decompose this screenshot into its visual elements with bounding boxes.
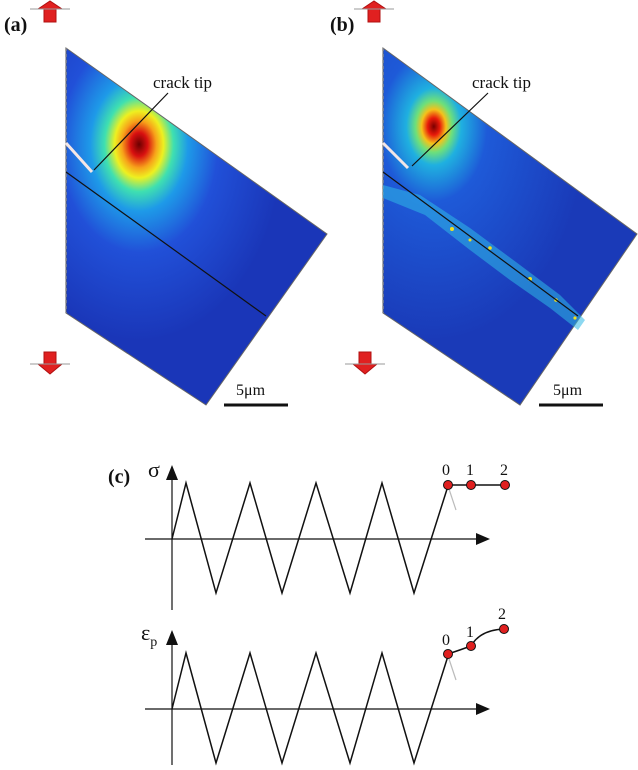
panel-c-label: (c): [108, 466, 130, 488]
sigma-point-1-label: 1: [466, 462, 474, 479]
load-arrow-top-b: [354, 0, 394, 23]
sigma-x-axis-arrow: [476, 533, 490, 545]
epsilon-point-1: [466, 641, 476, 651]
stress-history-plot: σ 0 1 2: [145, 457, 510, 610]
epsilon-point-0: [443, 649, 453, 659]
panel-a-label: (a): [4, 14, 27, 36]
sigma-y-axis-arrow: [166, 465, 178, 480]
epsilon-unload-hint: [447, 655, 457, 681]
crack-b: [381, 141, 410, 170]
load-arrow-bottom-a: [30, 351, 70, 375]
sigma-point-1: [466, 480, 476, 490]
panel-a: (a) crack tip 5μm: [4, 0, 328, 407]
damage-band-b: [383, 185, 585, 330]
crack-a: [64, 141, 94, 174]
grain-boundary-a: [65, 171, 267, 317]
scale-bar-label-a: 5μm: [236, 382, 266, 399]
load-arrow-top-a: [30, 0, 70, 23]
epsilon-symbol: ε: [141, 620, 150, 645]
sigma-cyclic-load-curve: [171, 480, 449, 596]
epsilon-strain-growth-curve: [447, 628, 505, 655]
panel-b: (b) crack tip 5μm: [330, 0, 638, 407]
epsilon-point-0-label: 0: [442, 632, 450, 649]
panel-b-label: (b): [330, 14, 354, 36]
load-arrow-bottom-b: [345, 351, 385, 375]
panel-c: (c) σ 0 1 2 εp: [108, 457, 510, 766]
crack-tip-pointer-a: [93, 92, 169, 171]
stress-field-domain-b: [382, 47, 638, 406]
epsilon-x-axis-arrow: [476, 703, 490, 715]
sigma-point-2: [500, 480, 510, 490]
scale-bar-label-b: 5μm: [553, 382, 583, 399]
sigma-unload-hint: [447, 485, 457, 511]
crack-tip-label-b: crack tip: [472, 73, 531, 92]
crack-tip-pointer-b: [411, 92, 489, 167]
grain-boundary-b: [382, 171, 579, 317]
sigma-point-2-label: 2: [500, 462, 508, 479]
sigma-axis-symbol: σ: [148, 457, 160, 482]
epsilon-point-2-label: 2: [498, 606, 506, 623]
epsilon-subscript: p: [150, 635, 157, 650]
epsilon-cyclic-load-curve: [171, 650, 449, 766]
epsilon-point-1-label: 1: [466, 624, 474, 641]
crack-tip-label-a: crack tip: [153, 73, 212, 92]
epsilon-axis-symbol: εp: [141, 620, 157, 650]
sigma-point-0: [443, 480, 453, 490]
stress-field-domain-a: [65, 47, 328, 406]
sigma-point-0-label: 0: [442, 462, 450, 479]
epsilon-point-2: [499, 624, 509, 634]
epsilon-y-axis-arrow: [166, 630, 178, 645]
plastic-strain-history-plot: εp 0 1 2: [141, 606, 509, 766]
